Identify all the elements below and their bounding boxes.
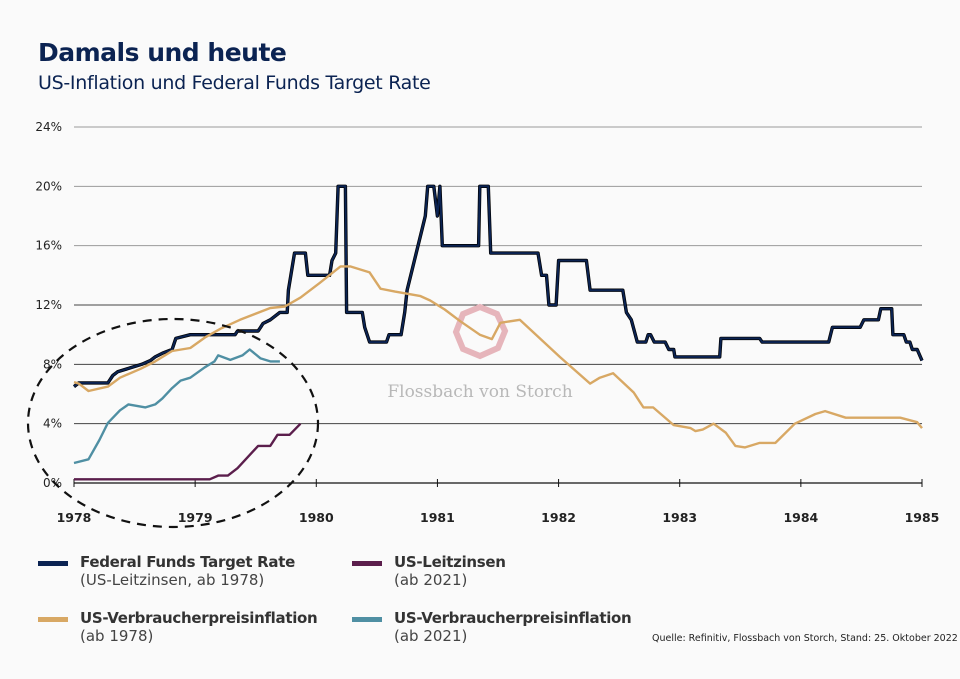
y-tick-label: 16% bbox=[35, 239, 62, 253]
legend-label: US-Leitzinsen bbox=[394, 553, 506, 571]
series-line-cpi-1978 bbox=[73, 265, 923, 449]
legend-swatch bbox=[38, 617, 68, 622]
watermark-logo: Flossbach von Storch bbox=[387, 303, 573, 402]
chart-subtitle: US-Inflation und Federal Funds Target Ra… bbox=[38, 72, 431, 94]
chart-title: Damals und heute bbox=[38, 38, 287, 67]
y-tick-label: 24% bbox=[35, 120, 62, 134]
legend-sublabel: (ab 2021) bbox=[394, 571, 468, 589]
legend-label: US-Verbraucherpreisinflation bbox=[80, 609, 318, 627]
x-tick-label: 1980 bbox=[299, 510, 334, 525]
source-note: Quelle: Refinitiv, Flossbach von Storch,… bbox=[652, 633, 958, 644]
legend-sublabel: (ab 2021) bbox=[394, 627, 468, 645]
x-tick-label: 1978 bbox=[57, 510, 92, 525]
watermark-text: Flossbach von Storch bbox=[387, 382, 572, 402]
legend-label: US-Verbraucherpreisinflation bbox=[394, 609, 632, 627]
x-tick-label: 1982 bbox=[541, 510, 576, 525]
legend-swatch bbox=[352, 561, 382, 566]
y-tick-label: 0% bbox=[43, 476, 62, 490]
x-tick-label: 1979 bbox=[178, 510, 213, 525]
x-tick-label: 1985 bbox=[905, 510, 940, 525]
series-line-outline bbox=[72, 184, 924, 388]
legend-swatch bbox=[352, 617, 382, 622]
legend-label: Federal Funds Target Rate bbox=[80, 553, 295, 571]
series-line-leitzinsen-2021 bbox=[74, 422, 302, 481]
legend-item-leitzinsen-2021: US-Leitzinsen (ab 2021) bbox=[352, 553, 506, 589]
legend-item-fed-funds: Federal Funds Target Rate (US-Leitzinsen,… bbox=[38, 553, 295, 589]
watermark-octagon-icon bbox=[452, 303, 509, 360]
series-line-fed-funds bbox=[73, 185, 923, 388]
legend-swatch bbox=[38, 561, 68, 566]
legend-item-cpi-1978: US-Verbraucherpreisinflation (ab 1978) bbox=[38, 609, 318, 645]
series-line-cpi-2021 bbox=[73, 348, 280, 465]
legend-sublabel: (US-Leitzinsen, ab 1978) bbox=[80, 571, 265, 589]
y-tick-label: 20% bbox=[35, 179, 62, 193]
y-tick-label: 4% bbox=[43, 417, 62, 431]
legend-sublabel: (ab 1978) bbox=[80, 627, 154, 645]
y-tick-label: 12% bbox=[35, 298, 62, 312]
legend-item-cpi-2021: US-Verbraucherpreisinflation (ab 2021) bbox=[352, 609, 632, 645]
highlight-ellipse bbox=[26, 317, 320, 529]
x-tick-label: 1983 bbox=[662, 510, 697, 525]
x-tick-label: 1981 bbox=[420, 510, 455, 525]
x-tick-label: 1984 bbox=[783, 510, 818, 525]
